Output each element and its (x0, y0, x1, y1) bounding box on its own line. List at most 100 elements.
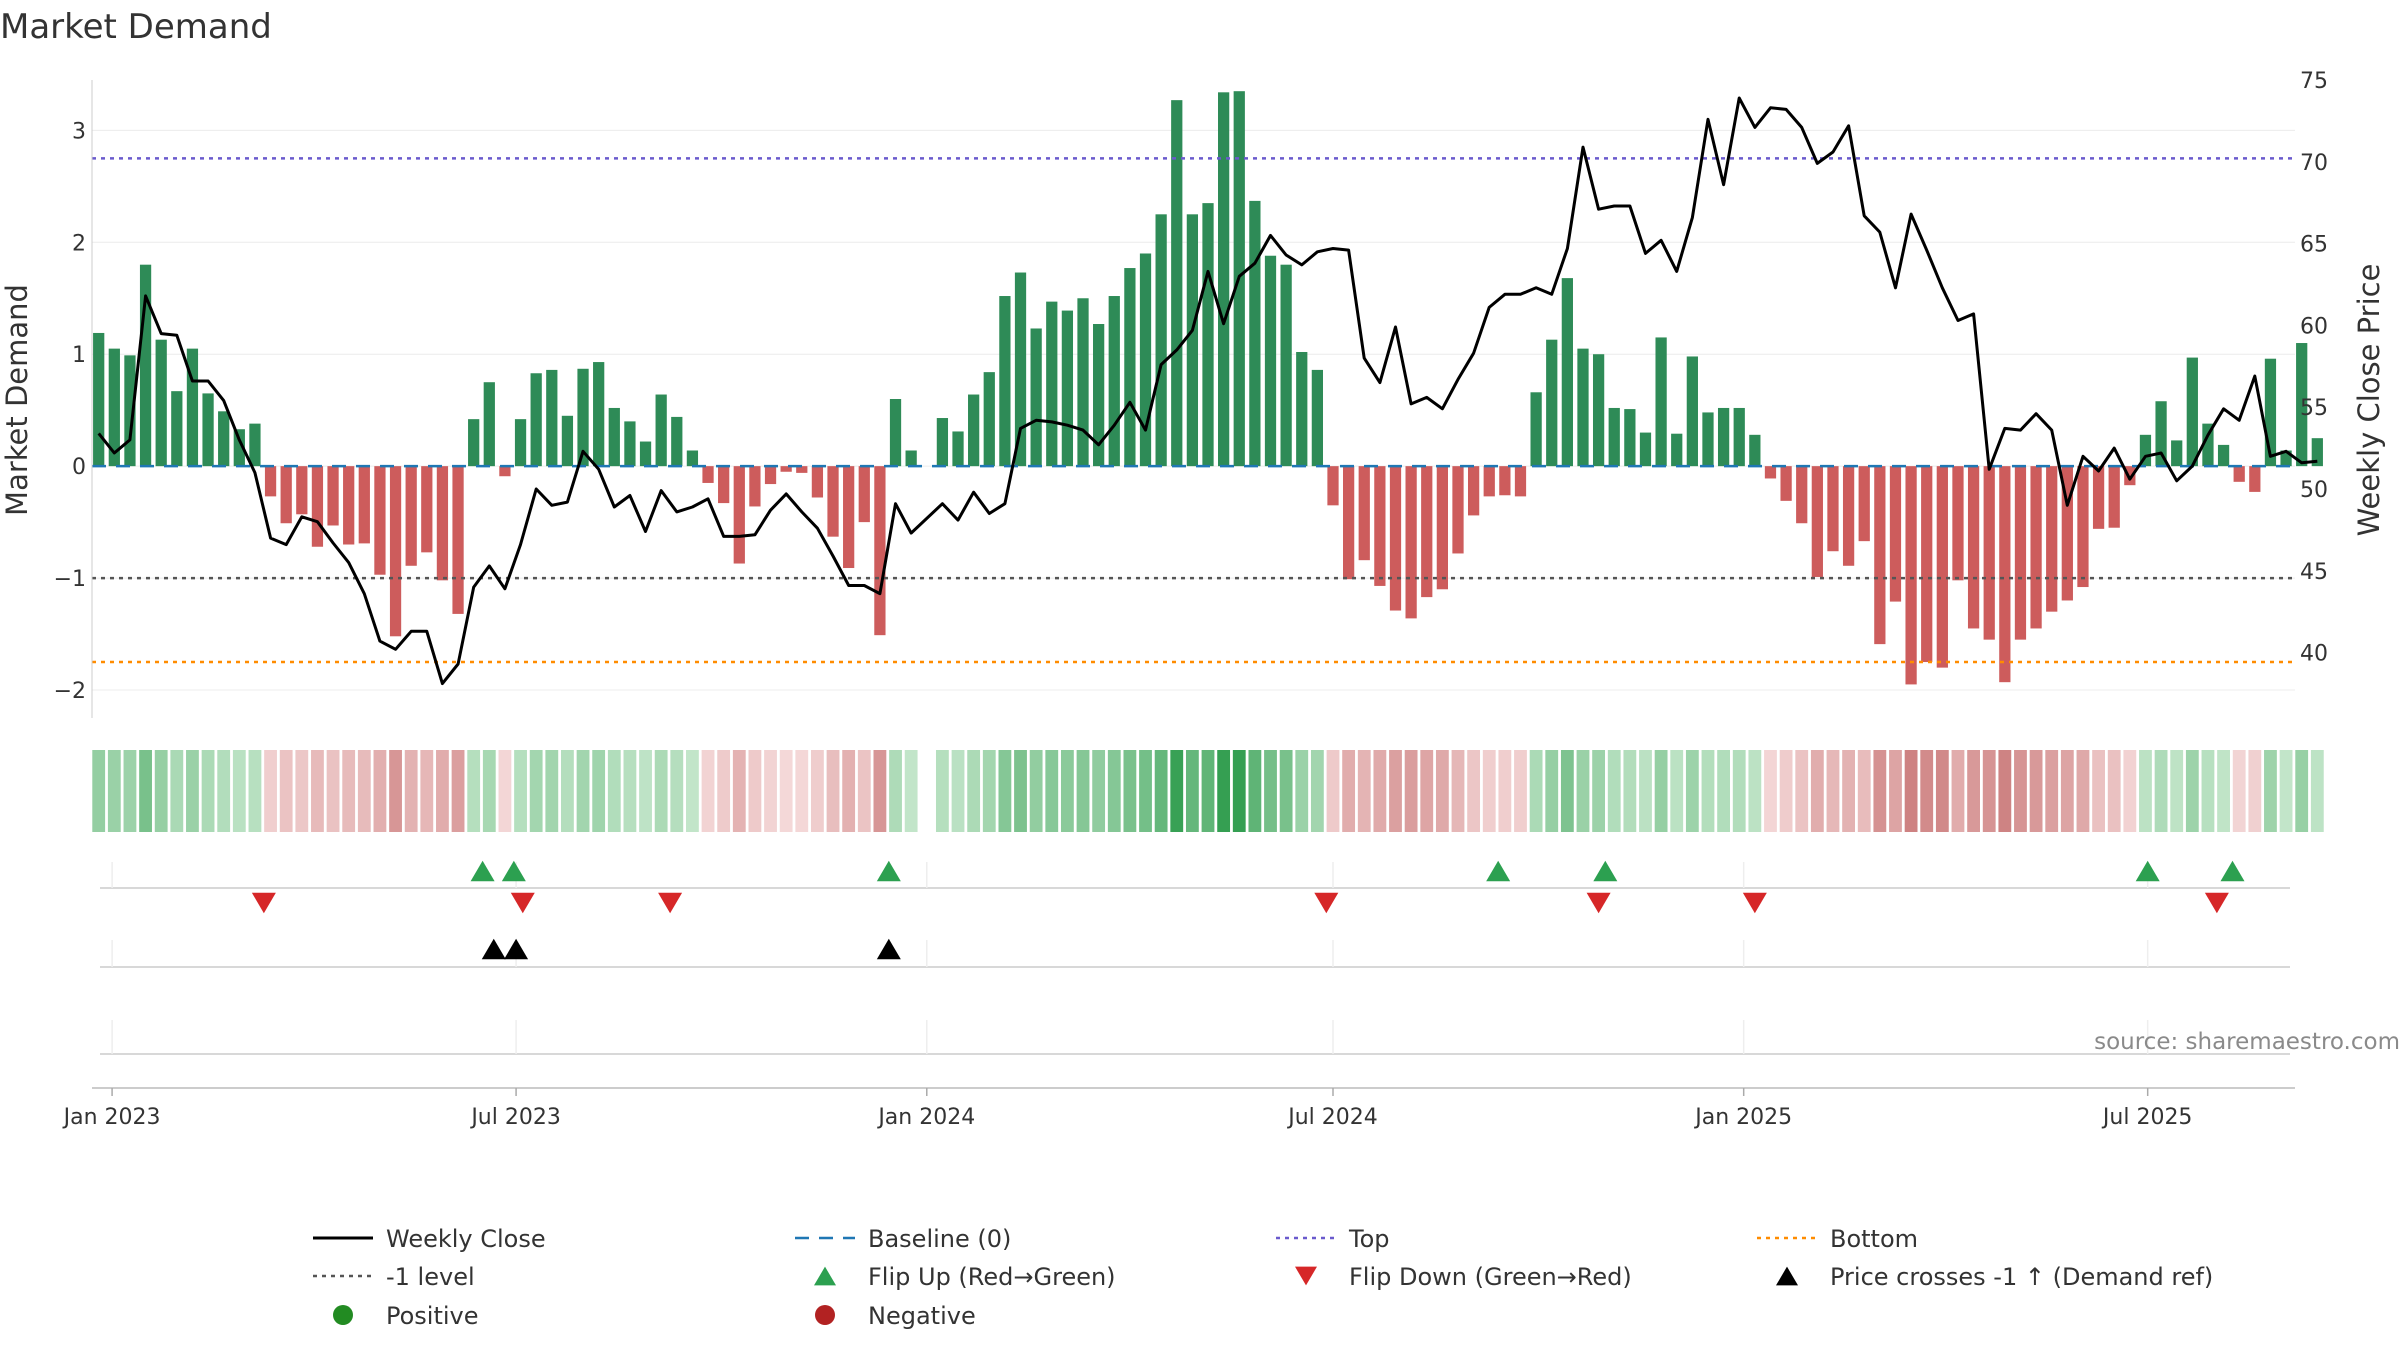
demand-heat-strip (92, 750, 2324, 832)
price-cross-marker (504, 938, 529, 960)
demand-bar (202, 393, 214, 467)
demand-bar (843, 466, 855, 569)
demand-bar (811, 466, 824, 498)
heat-cell (1826, 750, 1840, 832)
demand-bar (1999, 466, 2011, 683)
heat-cell (1951, 750, 1965, 832)
heat-cell (170, 750, 184, 832)
heat-cell (1342, 750, 1356, 832)
heat-cell (1732, 750, 1746, 832)
demand-bar (2046, 466, 2058, 612)
heat-cell (217, 750, 231, 832)
heat-cell (545, 750, 559, 832)
demand-bar (296, 466, 308, 515)
demand-bar (1108, 296, 1120, 467)
demand-bar (577, 368, 589, 467)
demand-bar (1811, 466, 1823, 577)
demand-bar (343, 466, 355, 545)
heat-cell (311, 750, 324, 832)
demand-bar (624, 421, 636, 467)
demand-bar (1249, 200, 1261, 467)
empty-panel (100, 1020, 2290, 1055)
demand-bar (1171, 100, 1183, 467)
legend-label: -1 level (386, 1263, 475, 1291)
demand-bar (530, 373, 542, 467)
y2-tick-label: 60 (2300, 314, 2328, 339)
demand-bar (1343, 466, 1355, 580)
heat-cell (1779, 750, 1793, 832)
demand-bar (749, 466, 761, 507)
demand-bar (2124, 466, 2136, 486)
demand-bar (905, 450, 917, 467)
main-panel: −2 −1 0 1 2 3 40 45 50 55 60 65 70 75 (54, 69, 2328, 718)
legend-item-flip-up: Flip Up (Red→Green) (814, 1263, 1116, 1291)
heat-cell (1545, 750, 1559, 832)
weekly-close-series (97, 96, 2318, 686)
flip-markers (251, 860, 2245, 914)
heat-cell (1639, 750, 1652, 832)
legend-label: Weekly Close (386, 1225, 546, 1253)
heat-cell (951, 750, 965, 832)
demand-bar (2186, 357, 2198, 467)
flip-down-marker (1314, 892, 1339, 914)
legend-label: Top (1348, 1225, 1390, 1253)
legend: Weekly Close Baseline (0) Top Bottom -1 leve… (313, 1225, 2213, 1330)
heat-cell (2201, 750, 2215, 832)
demand-bar (1452, 466, 1464, 554)
heat-cell (748, 750, 762, 832)
heat-cell (1982, 750, 1996, 832)
demand-bar (514, 419, 527, 467)
demand-bar (1374, 466, 1386, 586)
demand-bar (1530, 392, 1542, 467)
demand-bar (2077, 466, 2089, 588)
heat-cell (998, 750, 1012, 832)
demand-bar (499, 466, 511, 477)
heat-cell (1045, 750, 1059, 832)
demand-bar (1967, 466, 1980, 629)
demand-bar (483, 382, 495, 467)
chart-title: Market Demand (0, 7, 272, 47)
demand-bar (1061, 310, 1074, 467)
heat-cell (1279, 750, 1293, 832)
heat-cell (467, 750, 481, 832)
heat-cell (1623, 750, 1637, 832)
heat-cell (1576, 750, 1590, 832)
demand-bar (1702, 412, 1714, 467)
heat-cell (873, 750, 887, 832)
y-tick-label: 1 (72, 343, 86, 368)
demand-bar (452, 466, 464, 614)
heat-cell (1654, 750, 1668, 832)
legend-item-flip-down: Flip Down (Green→Red) (1295, 1263, 1632, 1291)
heat-cell (1185, 750, 1199, 832)
demand-bar (2202, 423, 2214, 467)
heat-cell (2264, 750, 2277, 832)
flip-up-marker (2220, 860, 2245, 882)
heat-cell (1092, 750, 1106, 832)
heat-cell (2045, 750, 2059, 832)
y2-tick-label: 55 (2300, 396, 2328, 421)
y-tick-label: 3 (72, 119, 86, 144)
heat-cell (1592, 750, 1606, 832)
y2-tick-label: 45 (2300, 560, 2328, 585)
demand-bar (1733, 407, 1745, 467)
demand-bar (1483, 466, 1495, 497)
heat-cell (295, 750, 309, 832)
legend-swatch (1776, 1266, 1798, 1286)
demand-bar (1624, 409, 1636, 467)
demand-bar (1874, 466, 1886, 645)
demand-bar (311, 466, 324, 547)
demand-bar (1764, 466, 1777, 479)
flip-down-marker (658, 892, 683, 914)
source-note: source: sharemaestro.com (2094, 1029, 2400, 1055)
flip-up-marker (470, 860, 495, 882)
heat-cell (498, 750, 512, 832)
heat-cell (1482, 750, 1496, 832)
heat-cell (107, 750, 121, 832)
demand-bar (702, 466, 714, 483)
demand-bar (1202, 203, 1214, 467)
heat-cell (1857, 750, 1871, 832)
demand-bar (1921, 466, 1933, 663)
demand-bar (2249, 466, 2261, 492)
heat-cell (514, 750, 527, 832)
